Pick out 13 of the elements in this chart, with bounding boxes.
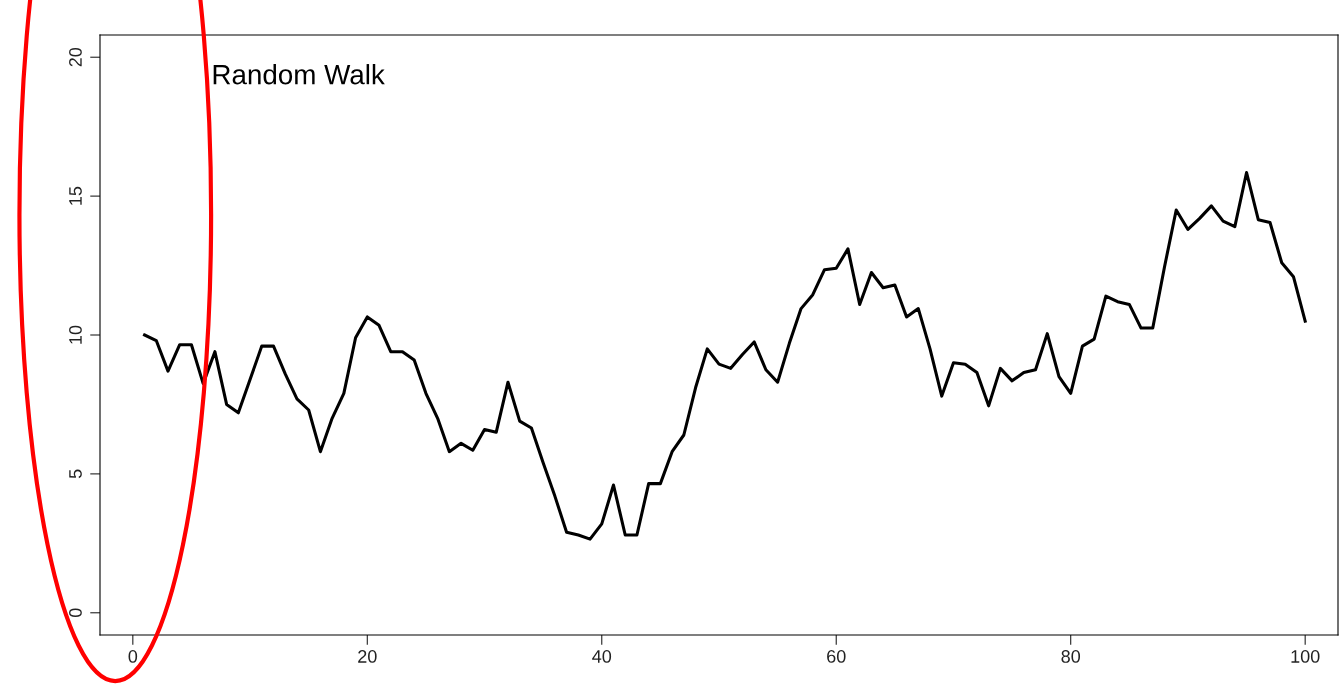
x-tick-label: 40: [592, 650, 612, 663]
x-tick-label: 60: [827, 650, 846, 663]
y-tick-label: 5: [69, 469, 82, 479]
x-tick-label: 100: [1291, 650, 1320, 663]
y-tick-label: 15: [69, 186, 82, 205]
y-tick-label: 0: [69, 608, 82, 618]
y-tick-label: 20: [69, 47, 82, 67]
line-series: [143, 170, 1307, 541]
text: Random Walk: [213, 64, 385, 85]
x-tick-label: 0: [128, 650, 138, 663]
x-tick-label: 20: [358, 650, 377, 663]
y-tick-label: 10: [69, 325, 82, 344]
x-tick-label: 80: [1061, 650, 1081, 663]
